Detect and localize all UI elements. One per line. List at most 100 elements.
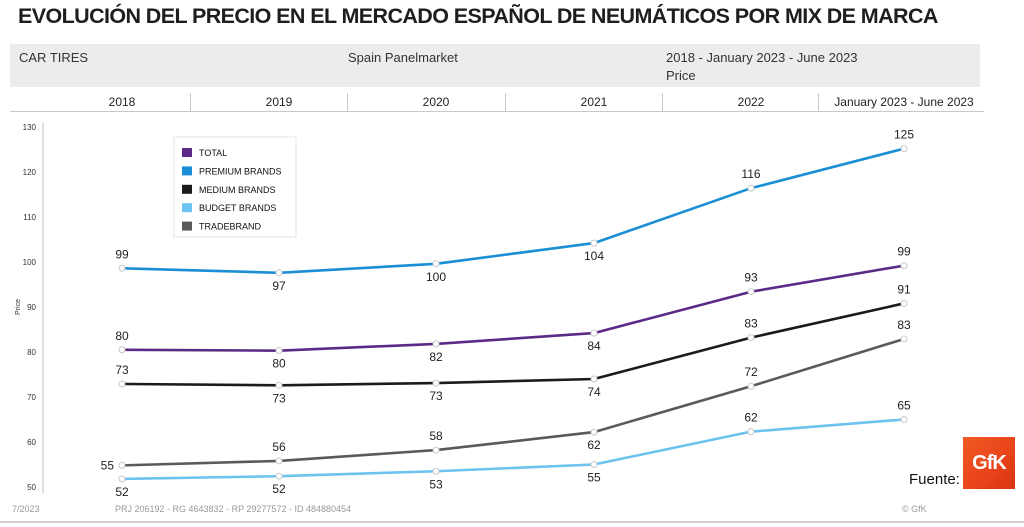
legend-entry: BUDGET BRANDS [199, 203, 276, 213]
chart-title: EVOLUCIÓN DEL PRECIO EN EL MERCADO ESPAÑ… [18, 4, 938, 28]
legend-entry: TRADEBRAND [199, 222, 262, 232]
data-point [900, 416, 908, 423]
data-point [275, 347, 283, 355]
data-label: 73 [115, 363, 129, 377]
series-line [121, 264, 905, 352]
gfk-logo-text: GfK [972, 451, 1007, 474]
category-label: 2019 [265, 95, 293, 109]
data-label: 97 [272, 279, 286, 293]
data-label: 93 [744, 271, 758, 285]
series-line [121, 302, 905, 387]
data-label: 82 [429, 350, 443, 364]
data-point [432, 379, 440, 387]
data-point [432, 446, 440, 454]
data-label: 62 [587, 438, 601, 452]
y-tick-label: 120 [23, 168, 37, 177]
y-tick-label: 130 [23, 123, 37, 132]
footer-ids: PRJ 206192 - RG 4643832 - RP 29277572 - … [115, 504, 351, 514]
category-label: 2020 [422, 95, 450, 109]
data-point [590, 239, 598, 247]
data-point [118, 264, 126, 272]
data-label: 73 [429, 389, 443, 403]
series-line [121, 418, 905, 481]
data-label: 72 [744, 365, 758, 379]
y-tick-label: 70 [27, 393, 36, 402]
series-line [121, 337, 905, 467]
data-point [118, 461, 126, 469]
data-point [432, 260, 440, 268]
data-label: 62 [744, 411, 758, 425]
data-label: 65 [897, 399, 911, 413]
data-label: 99 [115, 247, 129, 261]
category-label: CAR TIRES [19, 50, 89, 65]
legend-entry: PREMIUM BRANDS [199, 166, 282, 176]
data-label: 58 [429, 429, 443, 443]
source-label: Fuente: [909, 471, 960, 488]
gfk-logo: GfK [963, 437, 1015, 489]
period-label: 2018 - January 2023 - June 2023 [666, 50, 858, 65]
data-point [118, 380, 126, 388]
data-point [747, 382, 755, 390]
year-header-baseline [10, 111, 984, 112]
year-separator [662, 93, 663, 111]
footer-date: 7/2023 [12, 504, 40, 514]
data-point [275, 457, 283, 465]
data-point [900, 299, 908, 307]
data-point [900, 145, 908, 153]
legend-swatch [182, 221, 192, 231]
footer-copyright: © GfK [902, 504, 927, 514]
legend-box [173, 136, 297, 238]
legend-swatch [182, 166, 192, 176]
data-point [432, 467, 440, 475]
legend-entry: MEDIUM BRANDS [199, 185, 276, 195]
data-point [747, 288, 755, 296]
data-label: 56 [272, 440, 286, 454]
data-label: 74 [587, 385, 601, 399]
data-label: 83 [744, 317, 758, 331]
data-point [275, 381, 283, 389]
data-point [275, 269, 283, 277]
y-axis-label: Price [15, 299, 22, 315]
data-label: 52 [115, 485, 129, 499]
series-line [121, 147, 905, 275]
category-label: 2021 [580, 95, 608, 109]
legend-swatch [182, 184, 192, 194]
bottom-divider [0, 521, 1024, 523]
category-label: 2018 [108, 95, 136, 109]
info-bar: CAR TIRES Spain Panelmarket 2018 - Janua… [10, 44, 980, 87]
year-header: 2018 2019 2020 2021 2022 January 2023 - June … [10, 89, 984, 113]
panel-label: Spain Panelmarket [348, 50, 458, 65]
data-point [747, 428, 755, 436]
data-point [432, 340, 440, 348]
y-tick-label: 110 [23, 213, 36, 222]
data-label: 83 [897, 318, 911, 332]
data-point [747, 334, 755, 342]
data-label: 80 [272, 357, 286, 371]
legend-swatch [182, 203, 192, 213]
data-label: 116 [741, 167, 760, 181]
y-tick-label: 100 [23, 258, 37, 267]
data-label: 53 [429, 477, 443, 491]
data-label: 104 [584, 249, 604, 263]
data-point [590, 461, 598, 468]
data-label: 99 [897, 245, 911, 259]
year-separator [818, 93, 819, 111]
y-tick-label: 60 [27, 438, 36, 447]
data-point [747, 184, 755, 192]
data-label: 100 [426, 270, 446, 284]
year-separator [347, 93, 348, 111]
y-tick-label: 80 [27, 348, 36, 357]
data-label: 84 [587, 339, 601, 353]
y-tick-label: 50 [27, 483, 36, 492]
data-label: 52 [272, 482, 286, 496]
category-label: 2022 [737, 95, 765, 109]
data-label: 55 [587, 471, 601, 485]
data-point [275, 472, 283, 480]
data-label: 125 [894, 128, 914, 142]
data-point [900, 335, 908, 343]
data-point [900, 262, 908, 270]
y-tick-label: 90 [27, 303, 36, 312]
legend-swatch [182, 148, 192, 157]
data-label: 80 [115, 329, 129, 343]
